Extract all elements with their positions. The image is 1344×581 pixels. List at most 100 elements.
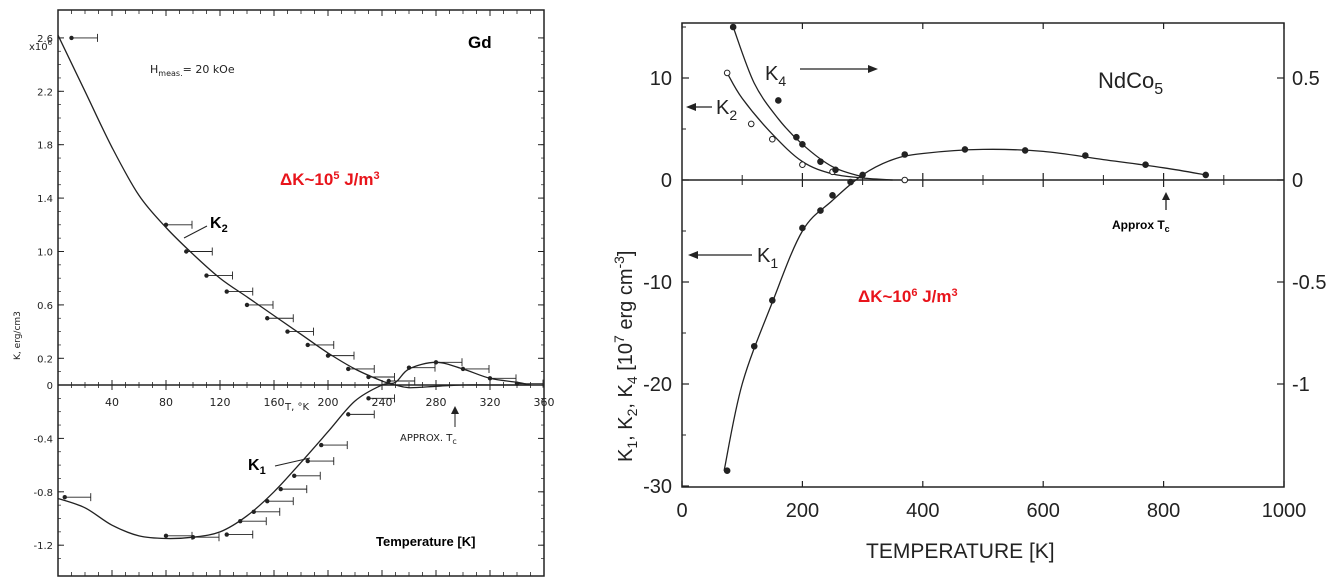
ndco5-data-point bbox=[817, 207, 824, 214]
ndco5-y-tick-label: 10 bbox=[650, 68, 672, 90]
ndco5-data-point bbox=[1021, 147, 1029, 154]
ndco5-x-tick-label: 1000 bbox=[1262, 500, 1307, 522]
gd-data-points bbox=[62, 33, 544, 542]
gd-y-tick-label: 0.6 bbox=[37, 301, 53, 312]
ndco5-y2-tick-label: -0.5 bbox=[1292, 272, 1326, 294]
ndco5-series-line bbox=[732, 26, 863, 178]
ndco5-data-point bbox=[961, 146, 969, 153]
gd-x-tick-label: 80 bbox=[159, 396, 173, 409]
ndco5-data-point bbox=[723, 467, 731, 475]
gd-field-annotation: Hmeas.= 20 kOe bbox=[150, 63, 235, 78]
ndco5-data-point bbox=[901, 151, 909, 158]
ndco5-y2-tick-label: 0.5 bbox=[1292, 68, 1320, 90]
gd-x-ticks: 40 80 120 160 200 240 280 320 360 bbox=[71, 10, 555, 576]
ndco5-tc-arrowhead bbox=[1162, 192, 1170, 200]
gd-y-axis-label: K, erg/cm3 bbox=[13, 311, 23, 360]
gd-y-tick-label: 0 bbox=[47, 381, 53, 392]
ndco5-data-point bbox=[829, 192, 836, 199]
gd-y-tick-label: 1.0 bbox=[37, 248, 53, 259]
gd-y-ticks: 2.6 2.2 1.8 1.4 1.0 0.6 0.2 0 -0.4 -0.8 -1.2 bbox=[33, 34, 544, 559]
ndco5-data-point bbox=[769, 297, 776, 304]
ndco5-data-point bbox=[1142, 161, 1149, 168]
ndco5-y-tick-label: 0 bbox=[661, 170, 672, 192]
ndco5-data-point bbox=[832, 166, 839, 174]
ndco5-data-point bbox=[859, 171, 866, 179]
ndco5-y-tick-label: -20 bbox=[643, 374, 672, 396]
gd-x-tick-label: 360 bbox=[534, 396, 555, 409]
gd-x-tick-label: 320 bbox=[480, 396, 501, 409]
ndco5-x-axis-label: TEMPERATURE [K] bbox=[866, 540, 1055, 563]
gd-x-tick-label: 240 bbox=[372, 396, 393, 409]
ndco5-y2-tick-label: 0 bbox=[1292, 170, 1303, 192]
ndco5-delta-k-annotation: ΔK~106 J/m3 bbox=[858, 287, 958, 306]
gd-series-line bbox=[57, 34, 531, 389]
ndco5-k1-label: K1 bbox=[757, 245, 778, 271]
gd-plot-frame bbox=[57, 9, 545, 577]
gd-title: Gd bbox=[468, 33, 492, 52]
gd-k2-pointer bbox=[183, 225, 208, 239]
ndco5-data-points bbox=[723, 23, 1210, 475]
gd-k2-label: K2 bbox=[210, 215, 228, 235]
ndco5-y-axis-label: K1, K2, K4 [107 erg cm-3] bbox=[611, 251, 640, 463]
gd-y-tick-label: 2.6 bbox=[37, 34, 53, 45]
gd-scale-factor: x106 bbox=[29, 39, 53, 53]
ndco5-open-data-point bbox=[769, 135, 776, 143]
ndco5-y-tick-label: -30 bbox=[643, 476, 672, 498]
ndco5-curves bbox=[723, 26, 1206, 471]
gd-curves bbox=[57, 34, 531, 540]
gd-y-tick-label: 2.2 bbox=[37, 87, 53, 98]
ndco5-title: NdCo5 bbox=[1098, 68, 1163, 98]
gd-x-axis-label: T, °K bbox=[284, 402, 309, 413]
gd-y-tick-label: 1.8 bbox=[37, 141, 53, 152]
ndco5-series-line bbox=[723, 148, 1206, 471]
ndco5-x-tick-label: 800 bbox=[1147, 500, 1180, 522]
gd-tc-label: APPROX. Tc bbox=[400, 433, 457, 446]
gd-y-tick-label: -1.2 bbox=[33, 541, 53, 552]
gd-k1-label: K1 bbox=[248, 457, 266, 477]
ndco5-x-tick-label: 400 bbox=[906, 500, 939, 522]
ndco5-open-data-point bbox=[747, 120, 755, 128]
gd-series-line bbox=[57, 361, 531, 540]
gd-tc-arrowhead bbox=[451, 406, 459, 414]
gd-x-tick-label: 120 bbox=[210, 396, 231, 409]
gd-y-tick-label: 0.2 bbox=[37, 354, 53, 365]
ndco5-data-point bbox=[750, 342, 758, 350]
ndco5-data-point bbox=[847, 178, 854, 186]
ndco5-open-data-point bbox=[799, 161, 806, 168]
ndco5-x-ticks: 0 200 400 600 800 1000 bbox=[676, 23, 1306, 522]
ndco5-x-tick-label: 0 bbox=[676, 500, 687, 522]
ndco5-open-data-point bbox=[901, 176, 909, 184]
gd-y-tick-label: -0.4 bbox=[33, 434, 53, 445]
ndco5-data-point bbox=[817, 158, 824, 165]
ndco5-k4-label: K4 bbox=[765, 63, 786, 89]
ndco5-k4-arrowhead bbox=[868, 65, 878, 73]
gd-anisotropy-chart: 40 80 120 160 200 240 280 320 360 2.6 2.2 1.8 1.4 1.… bbox=[13, 9, 555, 577]
gd-x-tick-label: 160 bbox=[264, 396, 285, 409]
gd-y-tick-label: -0.8 bbox=[33, 488, 53, 499]
ndco5-data-point bbox=[793, 133, 800, 141]
ndco5-data-point bbox=[775, 97, 782, 104]
ndco5-x-tick-label: 600 bbox=[1027, 500, 1060, 522]
gd-x-tick-label: 280 bbox=[426, 396, 447, 409]
ndco5-k2-arrowhead bbox=[686, 103, 696, 111]
ndco5-tc-label: Approx Tc bbox=[1112, 218, 1170, 234]
ndco5-data-point bbox=[799, 141, 806, 148]
ndco5-y2-tick-label: -1 bbox=[1292, 374, 1310, 396]
ndco5-k1-arrowhead bbox=[688, 251, 698, 259]
ndco5-open-data-point bbox=[723, 69, 731, 77]
ndco5-data-point bbox=[1082, 152, 1089, 159]
ndco5-x-tick-label: 200 bbox=[786, 500, 819, 522]
gd-y-tick-label: 1.4 bbox=[37, 194, 53, 205]
ndco5-k2-label: K2 bbox=[716, 97, 737, 123]
gd-temperature-overlay-label: Temperature [K] bbox=[376, 534, 475, 549]
ndco5-anisotropy-chart: 0 200 400 600 800 1000 10 0 -10 -20 -30 0.5 0 -0.5 -… bbox=[611, 22, 1326, 563]
ndco5-data-point bbox=[729, 23, 737, 31]
ndco5-data-point bbox=[799, 224, 806, 232]
ndco5-plot-frame bbox=[681, 22, 1285, 488]
ndco5-y2-ticks: 0.5 0 -0.5 -1 bbox=[1277, 68, 1326, 396]
ndco5-y-tick-label: -10 bbox=[643, 272, 672, 294]
gd-x-tick-label: 40 bbox=[105, 396, 119, 409]
gd-k1-pointer bbox=[274, 457, 311, 467]
ndco5-data-point bbox=[1202, 171, 1210, 179]
